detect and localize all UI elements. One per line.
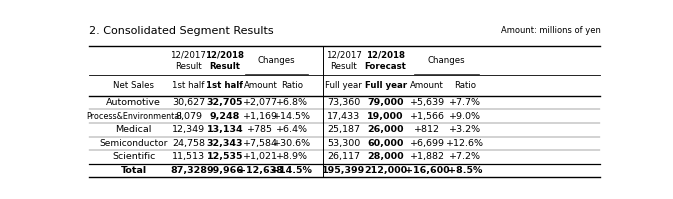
Text: 60,000: 60,000	[367, 139, 404, 148]
Text: 19,000: 19,000	[367, 112, 404, 121]
Text: Total: Total	[120, 166, 147, 175]
Text: Automotive: Automotive	[106, 98, 161, 107]
Text: +6.8%: +6.8%	[276, 98, 308, 107]
Text: +1,882: +1,882	[410, 152, 445, 161]
Text: Changes: Changes	[427, 56, 465, 65]
Text: Net Sales: Net Sales	[113, 81, 154, 90]
Text: Medical: Medical	[116, 125, 152, 134]
Text: +1,169: +1,169	[243, 112, 278, 121]
Text: Process&Environmental: Process&Environmental	[86, 112, 182, 121]
Text: Scientific: Scientific	[112, 152, 155, 161]
Text: +12,638: +12,638	[238, 166, 283, 175]
Text: Semiconductor: Semiconductor	[100, 139, 168, 148]
Text: 12/2018
Forecast: 12/2018 Forecast	[365, 51, 406, 70]
Text: 53,300: 53,300	[327, 139, 361, 148]
Text: 11,513: 11,513	[172, 152, 205, 161]
Text: 195,399: 195,399	[322, 166, 365, 175]
Text: +1,566: +1,566	[410, 112, 445, 121]
Text: 1st half: 1st half	[207, 81, 244, 90]
Text: +7.7%: +7.7%	[449, 98, 481, 107]
Text: 87,328: 87,328	[170, 166, 207, 175]
Text: 26,117: 26,117	[327, 152, 360, 161]
Text: +14.5%: +14.5%	[273, 112, 311, 121]
Text: 17,433: 17,433	[327, 112, 361, 121]
Text: +8.9%: +8.9%	[276, 152, 308, 161]
Text: +9.0%: +9.0%	[449, 112, 481, 121]
Text: 12/2017
Result: 12/2017 Result	[326, 51, 362, 70]
Text: 13,134: 13,134	[207, 125, 243, 134]
Text: 32,343: 32,343	[207, 139, 243, 148]
Text: 32,705: 32,705	[207, 98, 243, 107]
Text: Full year: Full year	[326, 81, 362, 90]
Text: 73,360: 73,360	[327, 98, 361, 107]
Text: Amount: millions of yen: Amount: millions of yen	[501, 26, 600, 35]
Text: 79,000: 79,000	[367, 98, 404, 107]
Text: 12,349: 12,349	[172, 125, 205, 134]
Text: 1st half: 1st half	[172, 81, 205, 90]
Text: 30,627: 30,627	[172, 98, 205, 107]
Text: Full year: Full year	[365, 81, 406, 90]
Text: Amount: Amount	[411, 81, 444, 90]
Text: 12/2018
Result: 12/2018 Result	[205, 51, 244, 70]
Text: 12/2017
Result: 12/2017 Result	[170, 51, 207, 70]
Text: Ratio: Ratio	[281, 81, 303, 90]
Text: 8,079: 8,079	[175, 112, 202, 121]
Text: 28,000: 28,000	[367, 152, 404, 161]
Text: +7,584: +7,584	[243, 139, 278, 148]
Text: +812: +812	[415, 125, 440, 134]
Text: +30.6%: +30.6%	[273, 139, 311, 148]
Text: +7.2%: +7.2%	[449, 152, 481, 161]
Text: +8.5%: +8.5%	[448, 166, 482, 175]
Text: 2. Consolidated Segment Results: 2. Consolidated Segment Results	[90, 26, 274, 36]
Text: +3.2%: +3.2%	[449, 125, 481, 134]
Text: +6,699: +6,699	[410, 139, 445, 148]
Text: Ratio: Ratio	[454, 81, 476, 90]
Text: Amount: Amount	[244, 81, 277, 90]
Text: +14.5%: +14.5%	[271, 166, 312, 175]
Text: 26,000: 26,000	[367, 125, 404, 134]
Text: +1,021: +1,021	[243, 152, 278, 161]
Text: +2,077: +2,077	[243, 98, 278, 107]
Text: 9,248: 9,248	[210, 112, 240, 121]
Text: Changes: Changes	[257, 56, 295, 65]
Text: 24,758: 24,758	[172, 139, 205, 148]
Text: +6.4%: +6.4%	[276, 125, 308, 134]
Text: +16,600: +16,600	[405, 166, 450, 175]
Text: 12,535: 12,535	[207, 152, 243, 161]
Text: +785: +785	[248, 125, 273, 134]
Text: +12.6%: +12.6%	[446, 139, 484, 148]
Text: 212,000: 212,000	[364, 166, 407, 175]
Text: 99,966: 99,966	[207, 166, 244, 175]
Text: +5,639: +5,639	[410, 98, 445, 107]
Text: 25,187: 25,187	[327, 125, 360, 134]
